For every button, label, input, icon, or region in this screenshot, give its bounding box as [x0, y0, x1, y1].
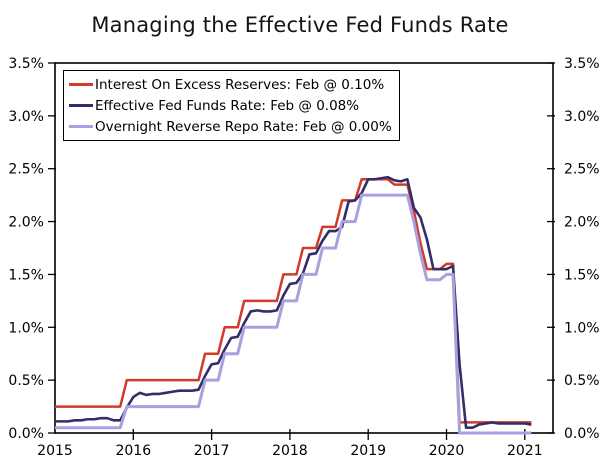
x-axis-tick-label: 2020 — [429, 443, 465, 459]
y-axis-tick-label-left: 3.0% — [8, 109, 44, 125]
x-axis-tick-label: 2018 — [272, 443, 308, 459]
series-line-1 — [55, 175, 532, 430]
x-axis-tick-label: 2019 — [350, 443, 386, 459]
y-axis-tick-label-right: 2.0% — [564, 215, 600, 231]
y-axis-tick-label-left: 2.5% — [8, 162, 44, 178]
y-axis-tick-label-left: 0.5% — [8, 373, 44, 389]
y-axis-tick-label-right: 1.5% — [564, 267, 600, 283]
legend-item-effr: Effective Fed Funds Rate: Feb @ 0.08% — [69, 95, 392, 116]
legend-swatch-onrrp — [69, 125, 93, 128]
y-axis-tick-label-right: 0.5% — [564, 373, 600, 389]
y-axis-tick-label-right: 1.0% — [564, 320, 600, 336]
y-axis-tick-label-right: 2.5% — [564, 162, 600, 178]
y-axis-tick-label-right: 3.0% — [564, 109, 600, 125]
series-line-2 — [55, 193, 532, 435]
plot-frame — [54, 62, 554, 434]
y-axis-tick-label-right: 3.5% — [564, 56, 600, 72]
legend-item-onrrp: Overnight Reverse Repo Rate: Feb @ 0.00% — [69, 116, 392, 137]
y-axis-tick-label-right: 0.0% — [564, 426, 600, 442]
legend-swatch-ioer — [69, 83, 93, 86]
x-axis-tick-label: 2015 — [37, 443, 73, 459]
y-axis-tick-label-left: 1.5% — [8, 267, 44, 283]
y-axis-tick-label-left: 3.5% — [8, 56, 44, 72]
legend-label-effr: Effective Fed Funds Rate: Feb @ 0.08% — [95, 97, 360, 114]
legend-item-ioer: Interest On Excess Reserves: Feb @ 0.10% — [69, 74, 392, 95]
x-axis-tick-label: 2016 — [115, 443, 151, 459]
x-axis-tick-label: 2021 — [507, 443, 543, 459]
y-axis-tick-label-left: 1.0% — [8, 320, 44, 336]
y-axis-tick-label-left: 0.0% — [8, 426, 44, 442]
chart-title: Managing the Effective Fed Funds Rate — [91, 13, 509, 37]
y-axis-tick-label-left: 2.0% — [8, 215, 44, 231]
legend: Interest On Excess Reserves: Feb @ 0.10%… — [63, 70, 400, 141]
series-line-0 — [55, 178, 532, 424]
legend-swatch-effr — [69, 104, 93, 107]
x-axis-tick-label: 2017 — [194, 443, 230, 459]
legend-label-onrrp: Overnight Reverse Repo Rate: Feb @ 0.00% — [95, 118, 392, 135]
legend-label-ioer: Interest On Excess Reserves: Feb @ 0.10% — [95, 76, 385, 93]
